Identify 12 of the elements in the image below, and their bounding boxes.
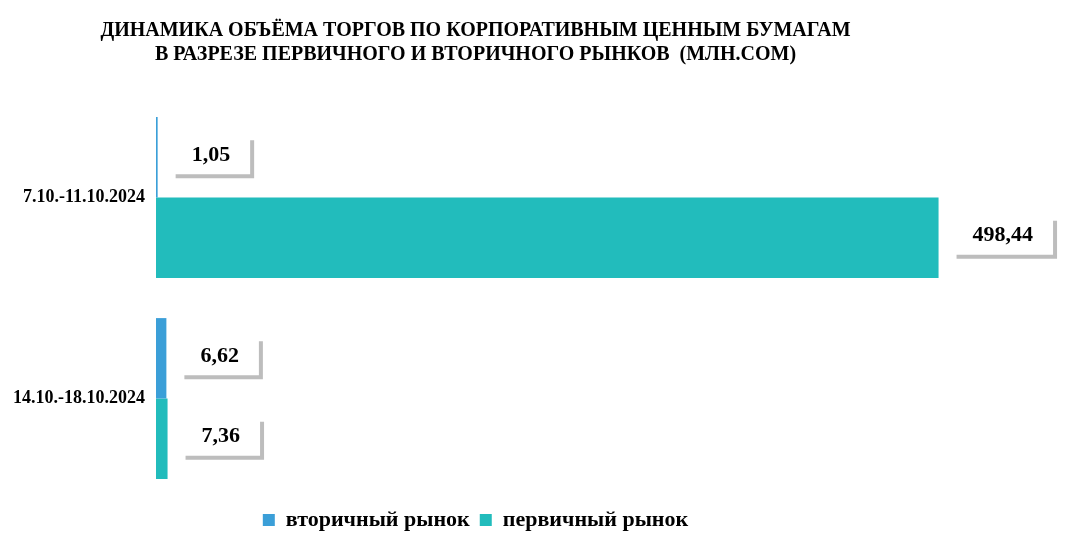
legend-label: вторичный рынок	[285, 505, 471, 531]
y-tick-label: 7.10.-11.10.2024	[22, 186, 145, 207]
data-label: 1,05	[191, 140, 231, 166]
bar	[155, 318, 167, 399]
legend-label: первичный рынок	[502, 505, 689, 531]
data-label: 6,62	[200, 341, 239, 367]
bar	[155, 197, 939, 278]
data-label: 7,36	[201, 422, 241, 448]
y-tick-label: 14.10.-18.10.2024	[12, 387, 145, 408]
chart-title: ДИНАМИКА ОБЪЁМА ТОРГОВ ПО КОРПОРАТИВНЫМ ЦЕННЫМ БУМАГАМ В РАЗРЕЗЕ ПЕРВИЧНОГО И ВТОРИЧНОГО РЫНКОВ (МЛН.СОМ)	[100, 18, 851, 66]
bar	[155, 398, 168, 479]
data-label: 498,44	[972, 221, 1034, 247]
